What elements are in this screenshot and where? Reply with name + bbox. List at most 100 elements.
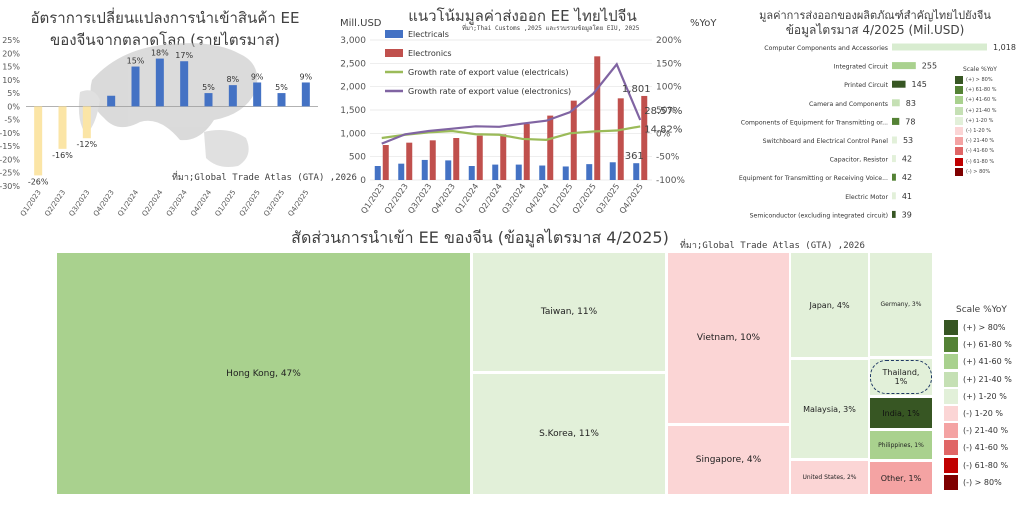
chart2-bar-electronics <box>523 124 530 180</box>
small-scale-legend-item: (+) 41-60 % <box>955 95 1015 105</box>
chart3-value-label: 1,018 <box>993 43 1016 52</box>
chart4-source: ที่มา;Global Trade Atlas (GTA) ,2026 <box>680 241 865 251</box>
chart2-annotation: 28.57% <box>644 106 682 117</box>
scale-swatch <box>955 157 963 166</box>
chart1-bar <box>58 106 67 149</box>
treemap: Hong Kong, 47% Taiwan, 11% S.Korea, 11% Vie… <box>57 253 932 494</box>
scale-swatch <box>944 388 958 404</box>
treemap-tile-label: Hong Kong, 47% <box>226 368 301 379</box>
chart1-xtick: Q4/2023 <box>92 189 116 218</box>
scale-swatch <box>955 167 963 176</box>
chart1-ytick: 20% <box>2 49 20 58</box>
scale-swatch <box>955 116 963 125</box>
chart2-bar-electricals <box>586 164 593 180</box>
small-scale-legend: Scale %YoY (+) > 80% (+) 61-80 % (+) 41-60… <box>955 66 1015 196</box>
chart2-legend-label: Electronics <box>408 49 452 58</box>
chart2-bar-electronics <box>406 142 413 180</box>
treemap-tile: Thailand, 1% <box>870 359 932 395</box>
scale-swatch <box>944 440 958 456</box>
scale-label: (+) > 80% <box>966 77 993 84</box>
chart2-bar-electronics <box>594 56 601 180</box>
chart1-bar <box>82 106 91 139</box>
treemap-tile-label: Philippines, 1% <box>878 441 924 449</box>
chart2-bar-electricals <box>468 166 475 180</box>
thailand-highlight-ring: Thailand, 1% <box>870 360 932 394</box>
chart2-bar-electronics <box>617 98 624 180</box>
chart1-data-label: -16% <box>52 151 73 160</box>
treemap-tile-label: S.Korea, 11% <box>539 429 599 439</box>
small-scale-legend-item: (-) 41-60 % <box>955 146 1015 156</box>
scale-swatch <box>944 320 958 336</box>
chart2-line <box>381 125 641 141</box>
treemap-tile-label: Singapore, 4% <box>695 455 762 465</box>
scale-swatch <box>955 137 963 146</box>
scale-legend: Scale %YoY (+) > 80% (+) 61-80 % (+) 41-60… <box>944 305 1024 491</box>
chart2-xtick: Q4/2025 <box>618 182 645 215</box>
treemap-tile: Singapore, 4% <box>668 426 789 494</box>
treemap-tile-label: Germany, 3% <box>880 301 922 308</box>
chart1-xtick: Q1/2023 <box>19 189 43 218</box>
chart2-ylabel-left: Mill.USD <box>340 18 382 29</box>
chart2-bar-electronics <box>547 115 554 180</box>
chart1-bar <box>34 106 43 176</box>
scale-label: (-) > 80% <box>963 477 1002 487</box>
chart2-bar-electronics <box>382 145 389 180</box>
chart1-data-label: 17% <box>175 51 193 60</box>
chart1-xtick: Q4/2024 <box>189 188 213 218</box>
scale-swatch <box>955 76 963 85</box>
chart2-source: ที่มา;Thai Customs ,2025 และรวบรวมข้อมูล… <box>462 25 640 32</box>
scale-label: (+) 21-40 % <box>966 107 997 114</box>
scale-legend-item: (-) 21-40 % <box>944 422 1024 439</box>
small-scale-legend-item: (+) > 80% <box>955 75 1015 85</box>
treemap-tile: S.Korea, 11% <box>473 374 665 494</box>
small-scale-title: Scale %YoY <box>963 66 997 73</box>
scale-label: (-) 61-80 % <box>963 460 1009 470</box>
scale-label: (-) > 80% <box>966 168 991 175</box>
scale-legend-item: (-) 1-20 % <box>944 405 1024 422</box>
chart1-ytick: -5% <box>4 116 20 125</box>
chart2-ytick-right: -100% <box>656 176 685 186</box>
chart2-bar-electricals <box>421 159 428 180</box>
chart3-bar <box>892 155 896 163</box>
chart2-ytick-right: 150% <box>656 59 682 69</box>
chart1-xtick: Q4/2025 <box>287 189 311 218</box>
chart3-bar <box>892 192 896 200</box>
scale-swatch <box>944 354 958 370</box>
chart1-bar <box>253 82 262 107</box>
scale-label: (-) 21-40 % <box>966 138 995 145</box>
chart2-svg: 3,000 2,500 2,000 1,500 1,000 500 0 200% 150% 100… <box>340 30 685 215</box>
chart2-ytick-right: 200% <box>656 36 682 46</box>
chart1-ytick: 0% <box>7 102 20 111</box>
chart3-subtitle: ข้อมูลไตรมาส 4/2025 (Mil.USD) <box>785 23 965 37</box>
chart1-data-label: 15% <box>127 57 145 66</box>
scale-legend-item: (-) 41-60 % <box>944 439 1024 456</box>
chart3-title: มูลค่าการส่งออกของผลิตภัณฑ์สำคัญไทยไปยัง… <box>759 9 991 22</box>
chart1-source: ที่มา;Global Trade Atlas (GTA) ,2026 <box>172 173 357 183</box>
chart1-data-label: 9% <box>299 72 312 81</box>
chart2-legend-swatch <box>385 49 403 57</box>
scale-label: (+) 41-60 % <box>966 97 997 104</box>
scale-swatch <box>944 371 958 387</box>
chart3-category-label: Switchboard and Electrical Control Panel <box>763 138 889 145</box>
chart2-ytick-left: 2,500 <box>340 59 366 69</box>
scale-label: (+) 1-20 % <box>963 391 1007 401</box>
chart1-data-label: 9% <box>251 72 264 81</box>
chart1-xtick: Q3/2023 <box>68 189 92 218</box>
treemap-tile: Malaysia, 3% <box>791 360 868 458</box>
scale-swatch <box>944 406 958 422</box>
chart1-xtick: Q2/2025 <box>238 189 262 218</box>
chart2-ytick-right: 50% <box>656 106 676 116</box>
small-scale-legend-item: (-) 61-80 % <box>955 157 1015 167</box>
treemap-tile: United States, 2% <box>791 461 868 494</box>
chart2-bar-electricals <box>609 162 616 180</box>
chart2-bar-electricals <box>398 163 405 180</box>
chart2-bar-electricals <box>562 166 569 180</box>
chart1-bar <box>277 93 286 107</box>
small-scale-legend-item: (+) 21-40 % <box>955 106 1015 116</box>
chart2-bar-electricals <box>539 165 546 180</box>
chart2-bar-electronics <box>429 140 436 180</box>
chart3-bar <box>892 173 896 181</box>
chart1-xtick: Q3/2025 <box>262 189 286 218</box>
chart2-ytick-left: 2,000 <box>340 83 366 93</box>
chart2-bar-electricals <box>492 164 499 180</box>
